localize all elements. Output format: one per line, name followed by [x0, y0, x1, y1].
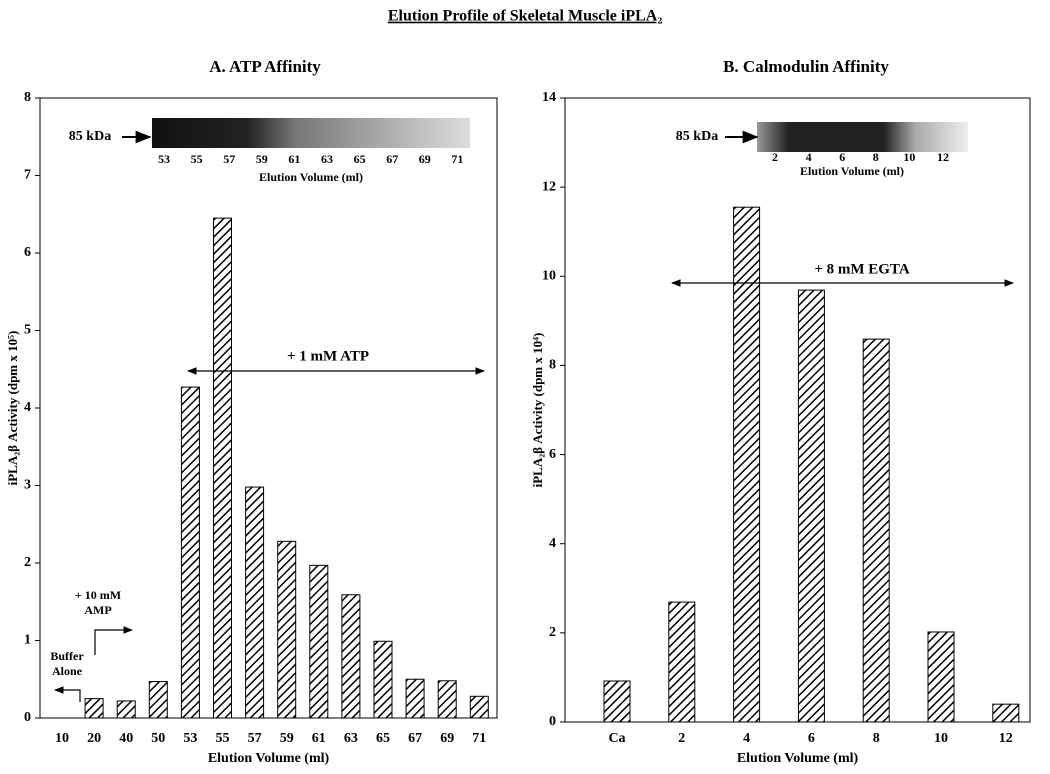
x-tick-label: 4 [743, 731, 750, 746]
bar [277, 540, 297, 719]
bar [213, 217, 232, 719]
x-tick-label: Ca [608, 731, 625, 746]
bar [84, 698, 104, 719]
blot-lane-label: 2 [772, 150, 778, 164]
x-axis-label: Elution Volume (ml) [208, 751, 330, 766]
x-tick-label: 61 [312, 731, 326, 746]
x-tick-label: 6 [808, 731, 815, 746]
y-tick-label: 7 [24, 168, 31, 183]
bar [437, 680, 457, 719]
bar [862, 338, 890, 723]
annotation: AMP [84, 603, 111, 617]
y-tick-label: 8 [549, 358, 556, 373]
blot-lane-label: 67 [386, 152, 398, 166]
y-tick-label: 6 [549, 447, 556, 462]
bar [668, 601, 696, 723]
blot-lane-label: 57 [223, 152, 235, 166]
chart-title: B. Calmodulin Affinity [723, 57, 889, 76]
x-tick-label: 53 [183, 731, 197, 746]
x-tick-label: 50 [151, 731, 165, 746]
blot-lane-label: 6 [839, 150, 845, 164]
bar [797, 289, 825, 723]
x-tick-label: 57 [248, 731, 262, 746]
bar [405, 678, 425, 719]
y-tick-label: 14 [542, 90, 556, 105]
annotation: Alone [52, 664, 83, 678]
blot-lane-label: 63 [321, 152, 333, 166]
y-tick-label: 0 [24, 710, 31, 725]
annotation: + 10 mM [75, 588, 121, 602]
x-tick-label: 20 [87, 731, 101, 746]
arrow [94, 626, 133, 655]
bar [341, 594, 361, 719]
blot-lane-label: 53 [158, 152, 170, 166]
blot-lane-label: 59 [256, 152, 268, 166]
bar [927, 631, 955, 723]
x-tick-label: 65 [376, 731, 390, 746]
x-tick-label: 69 [440, 731, 454, 746]
arrow [54, 686, 81, 702]
annotation: + 1 mM ATP [287, 348, 369, 364]
figure-title: Elution Profile of Skeletal Muscle iPLA₂ [388, 8, 662, 25]
y-axis-label: iPLA₂β Activity (dpm x 10⁴) [530, 333, 545, 488]
blot-lane-label: 69 [419, 152, 431, 166]
x-tick-label: 2 [678, 731, 685, 746]
blot-marker: 85 kDa [69, 129, 111, 144]
annotation: Buffer [50, 649, 84, 663]
x-tick-label: 55 [216, 731, 230, 746]
blot-lane-label: 61 [288, 152, 300, 166]
y-tick-label: 5 [24, 323, 31, 338]
blot-image [757, 122, 968, 152]
y-tick-label: 2 [24, 555, 31, 570]
blot-lane-label: 10 [903, 150, 915, 164]
blot-lane-label: 12 [937, 150, 949, 164]
y-tick-label: 6 [24, 245, 31, 260]
blot-lane-label: 8 [873, 150, 879, 164]
x-tick-label: 10 [55, 731, 69, 746]
bar [373, 640, 393, 719]
x-tick-label: 71 [472, 731, 486, 746]
plot-frame [39, 97, 498, 719]
blot-image [152, 118, 470, 148]
x-tick-label: 63 [344, 731, 358, 746]
x-tick-label: 67 [408, 731, 422, 746]
y-axis-label: iPLA₂β Activity (dpm x 10⁵) [5, 331, 20, 486]
blot-lane-label: 55 [191, 152, 203, 166]
blot-axis-label: Elution Volume (ml) [800, 164, 904, 178]
y-tick-label: 4 [549, 536, 556, 551]
bar [992, 703, 1020, 723]
blot-lane-label: 4 [806, 150, 812, 164]
x-tick-label: 8 [873, 731, 880, 746]
bar [733, 206, 761, 723]
blot-axis-label: Elution Volume (ml) [259, 170, 363, 184]
x-tick-label: 12 [999, 731, 1013, 746]
y-tick-label: 2 [549, 625, 556, 640]
plot-frame [564, 97, 1031, 723]
blot-lane-label: 65 [354, 152, 366, 166]
blot-marker: 85 kDa [676, 129, 718, 144]
x-tick-label: 10 [934, 731, 948, 746]
bar [469, 695, 489, 719]
x-axis-label: Elution Volume (ml) [737, 751, 859, 766]
y-tick-label: 0 [549, 714, 556, 729]
bar [180, 386, 200, 719]
chart-title: A. ATP Affinity [209, 57, 321, 76]
bar [309, 564, 329, 719]
y-tick-label: 3 [24, 478, 31, 493]
y-tick-label: 1 [24, 633, 31, 648]
blot-lane-label: 71 [451, 152, 463, 166]
bar [245, 486, 265, 719]
y-tick-label: 4 [24, 400, 31, 415]
x-tick-label: 40 [119, 731, 133, 746]
bar [148, 681, 168, 719]
y-tick-label: 10 [542, 269, 556, 284]
x-tick-label: 59 [280, 731, 294, 746]
y-tick-label: 12 [542, 179, 556, 194]
y-tick-label: 8 [24, 90, 31, 105]
bar [603, 680, 631, 723]
bar [116, 700, 136, 719]
annotation: + 8 mM EGTA [814, 261, 910, 277]
